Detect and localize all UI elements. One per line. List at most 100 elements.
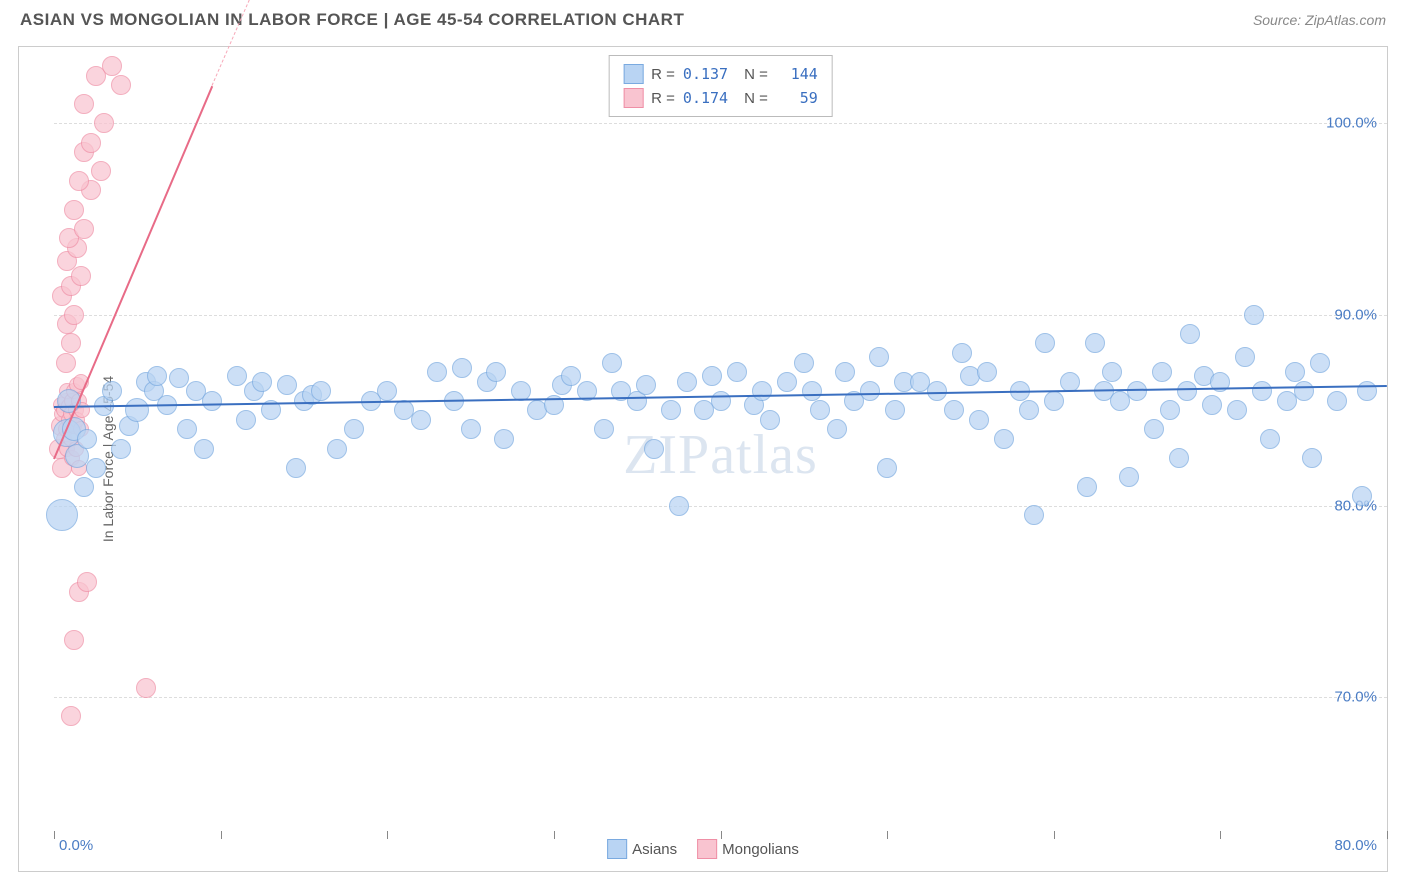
- scatter-point-asian: [147, 366, 167, 386]
- bottom-legend: Asians Mongolians: [607, 839, 799, 859]
- legend-swatch-icon: [623, 64, 643, 84]
- scatter-point-asian: [760, 410, 780, 430]
- scatter-point-asian: [877, 458, 897, 478]
- plot-area: ZIPatlas 70.0%80.0%90.0%100.0%R =0.137N …: [54, 47, 1387, 831]
- source-label: Source: ZipAtlas.com: [1253, 12, 1386, 28]
- scatter-point-asian: [827, 419, 847, 439]
- chart-header: ASIAN VS MONGOLIAN IN LABOR FORCE | AGE …: [0, 0, 1406, 38]
- legend-entry: Asians: [607, 839, 677, 859]
- scatter-point-mongolian: [136, 678, 156, 698]
- scatter-point-asian: [1085, 333, 1105, 353]
- x-label-max: 80.0%: [1334, 837, 1377, 854]
- scatter-point-asian: [461, 419, 481, 439]
- scatter-point-asian: [1202, 395, 1222, 415]
- n-label: N =: [744, 90, 768, 107]
- scatter-point-mongolian: [74, 94, 94, 114]
- y-tick-label: 90.0%: [1334, 306, 1377, 323]
- scatter-point-asian: [794, 353, 814, 373]
- scatter-point-asian: [810, 400, 830, 420]
- n-value: 59: [776, 89, 818, 107]
- scatter-point-asian: [885, 400, 905, 420]
- scatter-point-mongolian: [91, 161, 111, 181]
- scatter-point-asian: [644, 439, 664, 459]
- scatter-point-mongolian: [81, 133, 101, 153]
- scatter-point-mongolian: [71, 266, 91, 286]
- scatter-point-asian: [46, 499, 78, 531]
- scatter-point-asian: [327, 439, 347, 459]
- n-value: 144: [776, 65, 818, 83]
- r-label: R =: [651, 90, 675, 107]
- scatter-point-asian: [169, 368, 189, 388]
- scatter-point-mongolian: [64, 630, 84, 650]
- scatter-point-asian: [602, 353, 622, 373]
- legend-swatch-icon: [607, 839, 627, 859]
- scatter-point-asian: [111, 439, 131, 459]
- scatter-point-asian: [835, 362, 855, 382]
- scatter-point-asian: [594, 419, 614, 439]
- scatter-point-asian: [1310, 353, 1330, 373]
- chart-title: ASIAN VS MONGOLIAN IN LABOR FORCE | AGE …: [20, 10, 684, 30]
- scatter-point-asian: [1035, 333, 1055, 353]
- scatter-point-asian: [311, 381, 331, 401]
- scatter-point-asian: [486, 362, 506, 382]
- scatter-point-asian: [236, 410, 256, 430]
- scatter-point-mongolian: [69, 171, 89, 191]
- scatter-point-asian: [1294, 381, 1314, 401]
- legend-label: Asians: [632, 841, 677, 858]
- scatter-point-mongolian: [64, 305, 84, 325]
- scatter-point-asian: [86, 458, 106, 478]
- scatter-point-asian: [1044, 391, 1064, 411]
- scatter-point-asian: [1119, 467, 1139, 487]
- correlation-row: R =0.174N =59: [623, 86, 818, 110]
- scatter-point-mongolian: [64, 200, 84, 220]
- scatter-point-mongolian: [102, 56, 122, 76]
- scatter-point-asian: [1152, 362, 1172, 382]
- gridline: [54, 123, 1387, 124]
- scatter-point-asian: [1024, 505, 1044, 525]
- scatter-point-asian: [702, 366, 722, 386]
- scatter-point-mongolian: [74, 219, 94, 239]
- scatter-point-asian: [802, 381, 822, 401]
- scatter-point-asian: [427, 362, 447, 382]
- x-tick: [1387, 831, 1388, 839]
- scatter-point-mongolian: [61, 706, 81, 726]
- scatter-point-asian: [711, 391, 731, 411]
- scatter-point-asian: [1302, 448, 1322, 468]
- scatter-point-mongolian: [94, 113, 114, 133]
- scatter-point-mongolian: [77, 572, 97, 592]
- scatter-point-asian: [1169, 448, 1189, 468]
- scatter-point-asian: [1102, 362, 1122, 382]
- n-label: N =: [744, 66, 768, 83]
- scatter-point-asian: [561, 366, 581, 386]
- scatter-point-asian: [994, 429, 1014, 449]
- legend-label: Mongolians: [722, 841, 799, 858]
- r-value: 0.137: [683, 65, 728, 83]
- scatter-point-asian: [1127, 381, 1147, 401]
- scatter-point-asian: [777, 372, 797, 392]
- scatter-point-mongolian: [111, 75, 131, 95]
- scatter-point-asian: [752, 381, 772, 401]
- scatter-point-asian: [661, 400, 681, 420]
- scatter-point-asian: [494, 429, 514, 449]
- scatter-point-asian: [1077, 477, 1097, 497]
- scatter-point-asian: [411, 410, 431, 430]
- scatter-point-asian: [1019, 400, 1039, 420]
- legend-swatch-icon: [697, 839, 717, 859]
- scatter-point-asian: [1327, 391, 1347, 411]
- legend-entry: Mongolians: [697, 839, 799, 859]
- scatter-point-asian: [1227, 400, 1247, 420]
- gridline: [54, 697, 1387, 698]
- scatter-point-asian: [1285, 362, 1305, 382]
- scatter-point-asian: [344, 419, 364, 439]
- scatter-point-asian: [277, 375, 297, 395]
- scatter-point-asian: [1144, 419, 1164, 439]
- scatter-point-asian: [669, 496, 689, 516]
- scatter-point-asian: [977, 362, 997, 382]
- scatter-point-asian: [177, 419, 197, 439]
- y-tick-label: 100.0%: [1326, 115, 1377, 132]
- scatter-point-asian: [1060, 372, 1080, 392]
- correlation-row: R =0.137N =144: [623, 62, 818, 86]
- correlation-box: R =0.137N =144R =0.174N =59: [608, 55, 833, 117]
- x-label-min: 0.0%: [59, 837, 93, 854]
- scatter-point-asian: [452, 358, 472, 378]
